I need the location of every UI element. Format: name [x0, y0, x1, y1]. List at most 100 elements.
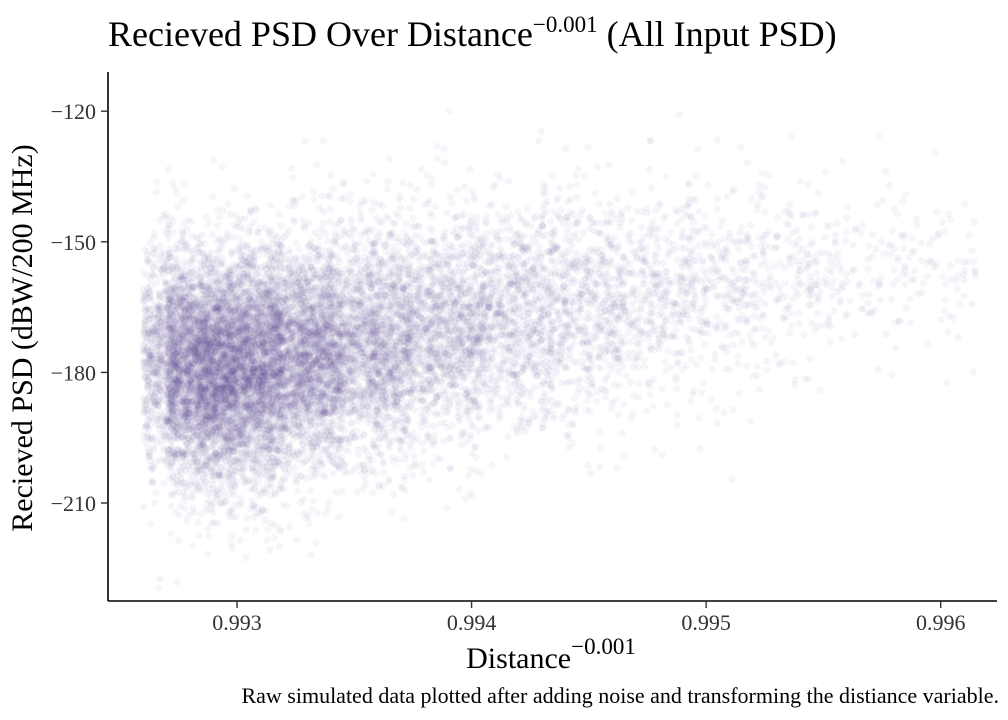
scatter-point [160, 360, 168, 368]
scatter-point [156, 320, 165, 328]
scatter-point [179, 422, 187, 430]
scatter-point [214, 248, 222, 257]
scatter-point [145, 330, 153, 338]
scatter-point [150, 230, 158, 238]
scatter-point [155, 384, 163, 392]
scatter-point [142, 305, 150, 313]
scatter-point [177, 356, 185, 364]
scatter-point [162, 214, 170, 222]
scatter-point [164, 331, 172, 339]
scatter-point [143, 283, 151, 291]
scatter-point [180, 219, 188, 227]
scatter-point [202, 283, 210, 291]
scatter-point [188, 542, 196, 550]
scatter-point [149, 271, 157, 279]
scatter-point [204, 322, 213, 330]
scatter-point [161, 279, 169, 287]
scatter-point [219, 207, 227, 215]
scatter-point [147, 363, 155, 371]
scatter-point [155, 255, 163, 263]
scatter-point [162, 413, 171, 421]
scatter-point [161, 331, 169, 339]
scatter-point [205, 532, 213, 541]
scatter-point [141, 302, 150, 310]
scatter-point [156, 342, 164, 350]
scatter-point [159, 372, 168, 380]
scatter-point [145, 453, 153, 461]
scatter-point [275, 543, 284, 551]
scatter-point [222, 457, 231, 466]
scatter-point [140, 268, 148, 276]
scatter-point [216, 310, 224, 318]
scatter-point [140, 503, 148, 511]
scatter-point [208, 443, 216, 451]
scatter-point [166, 490, 175, 499]
scatter-point [220, 492, 228, 500]
scatter-point [165, 338, 173, 346]
scatter-point [148, 368, 156, 376]
scatter-point [198, 309, 206, 317]
scatter-point [198, 248, 206, 256]
scatter-point [143, 251, 152, 259]
scatter-point [160, 351, 168, 359]
scatter-point [146, 520, 155, 528]
scatter-point [143, 406, 151, 414]
scatter-point [145, 359, 153, 367]
scatter-point [174, 321, 182, 329]
scatter-point [156, 386, 164, 394]
scatter-point [209, 425, 217, 433]
scatter-point [144, 329, 152, 337]
scatter-point [220, 294, 228, 302]
scatter-point [186, 363, 194, 371]
scatter-point [204, 451, 212, 459]
scatter-point [165, 392, 173, 400]
chart-title-superscript: −0.001 [533, 12, 598, 37]
scatter-point [156, 359, 164, 367]
scatter-point [202, 399, 210, 407]
scatter-point [153, 415, 161, 423]
scatter-point [142, 325, 150, 333]
scatter-point [209, 372, 217, 380]
scatter-point [178, 458, 186, 466]
scatter-point [154, 343, 162, 351]
scatter-point [175, 286, 184, 294]
scatter-point [142, 312, 150, 320]
scatter-point [159, 262, 167, 270]
scatter-point [182, 517, 191, 525]
scatter-point [170, 229, 178, 237]
scatter-point [153, 372, 161, 380]
scatter-point [139, 295, 147, 303]
scatter-point [168, 178, 176, 186]
scatter-point [146, 369, 154, 377]
scatter-point [150, 446, 158, 454]
scatter-point [169, 401, 177, 409]
scatter-point [160, 325, 168, 333]
scatter-point [216, 430, 225, 438]
scatter-point [159, 258, 167, 266]
scatter-point [141, 364, 149, 372]
scatter-point [208, 337, 216, 345]
scatter-point [145, 295, 154, 303]
scatter-point [198, 231, 206, 239]
scatter-point [146, 327, 154, 335]
scatter-point [213, 221, 222, 229]
scatter-point [152, 279, 160, 287]
scatter-point [158, 424, 166, 432]
scatter-point [146, 351, 155, 360]
scatter-point [172, 349, 180, 357]
scatter-point [152, 381, 160, 389]
scatter-point [242, 554, 250, 562]
scatter-point [143, 434, 152, 442]
scatter-point [177, 432, 186, 440]
scatter-point [141, 423, 149, 432]
scatter-point [194, 518, 202, 526]
scatter-point [167, 463, 175, 471]
scatter-point [161, 376, 169, 384]
scatter-point [202, 213, 210, 221]
scatter-point [169, 217, 177, 226]
scatter-point [160, 295, 168, 303]
scatter-point [147, 436, 155, 444]
scatter-point [139, 359, 148, 368]
scatter-point [140, 408, 148, 417]
scatter-point [157, 331, 165, 339]
